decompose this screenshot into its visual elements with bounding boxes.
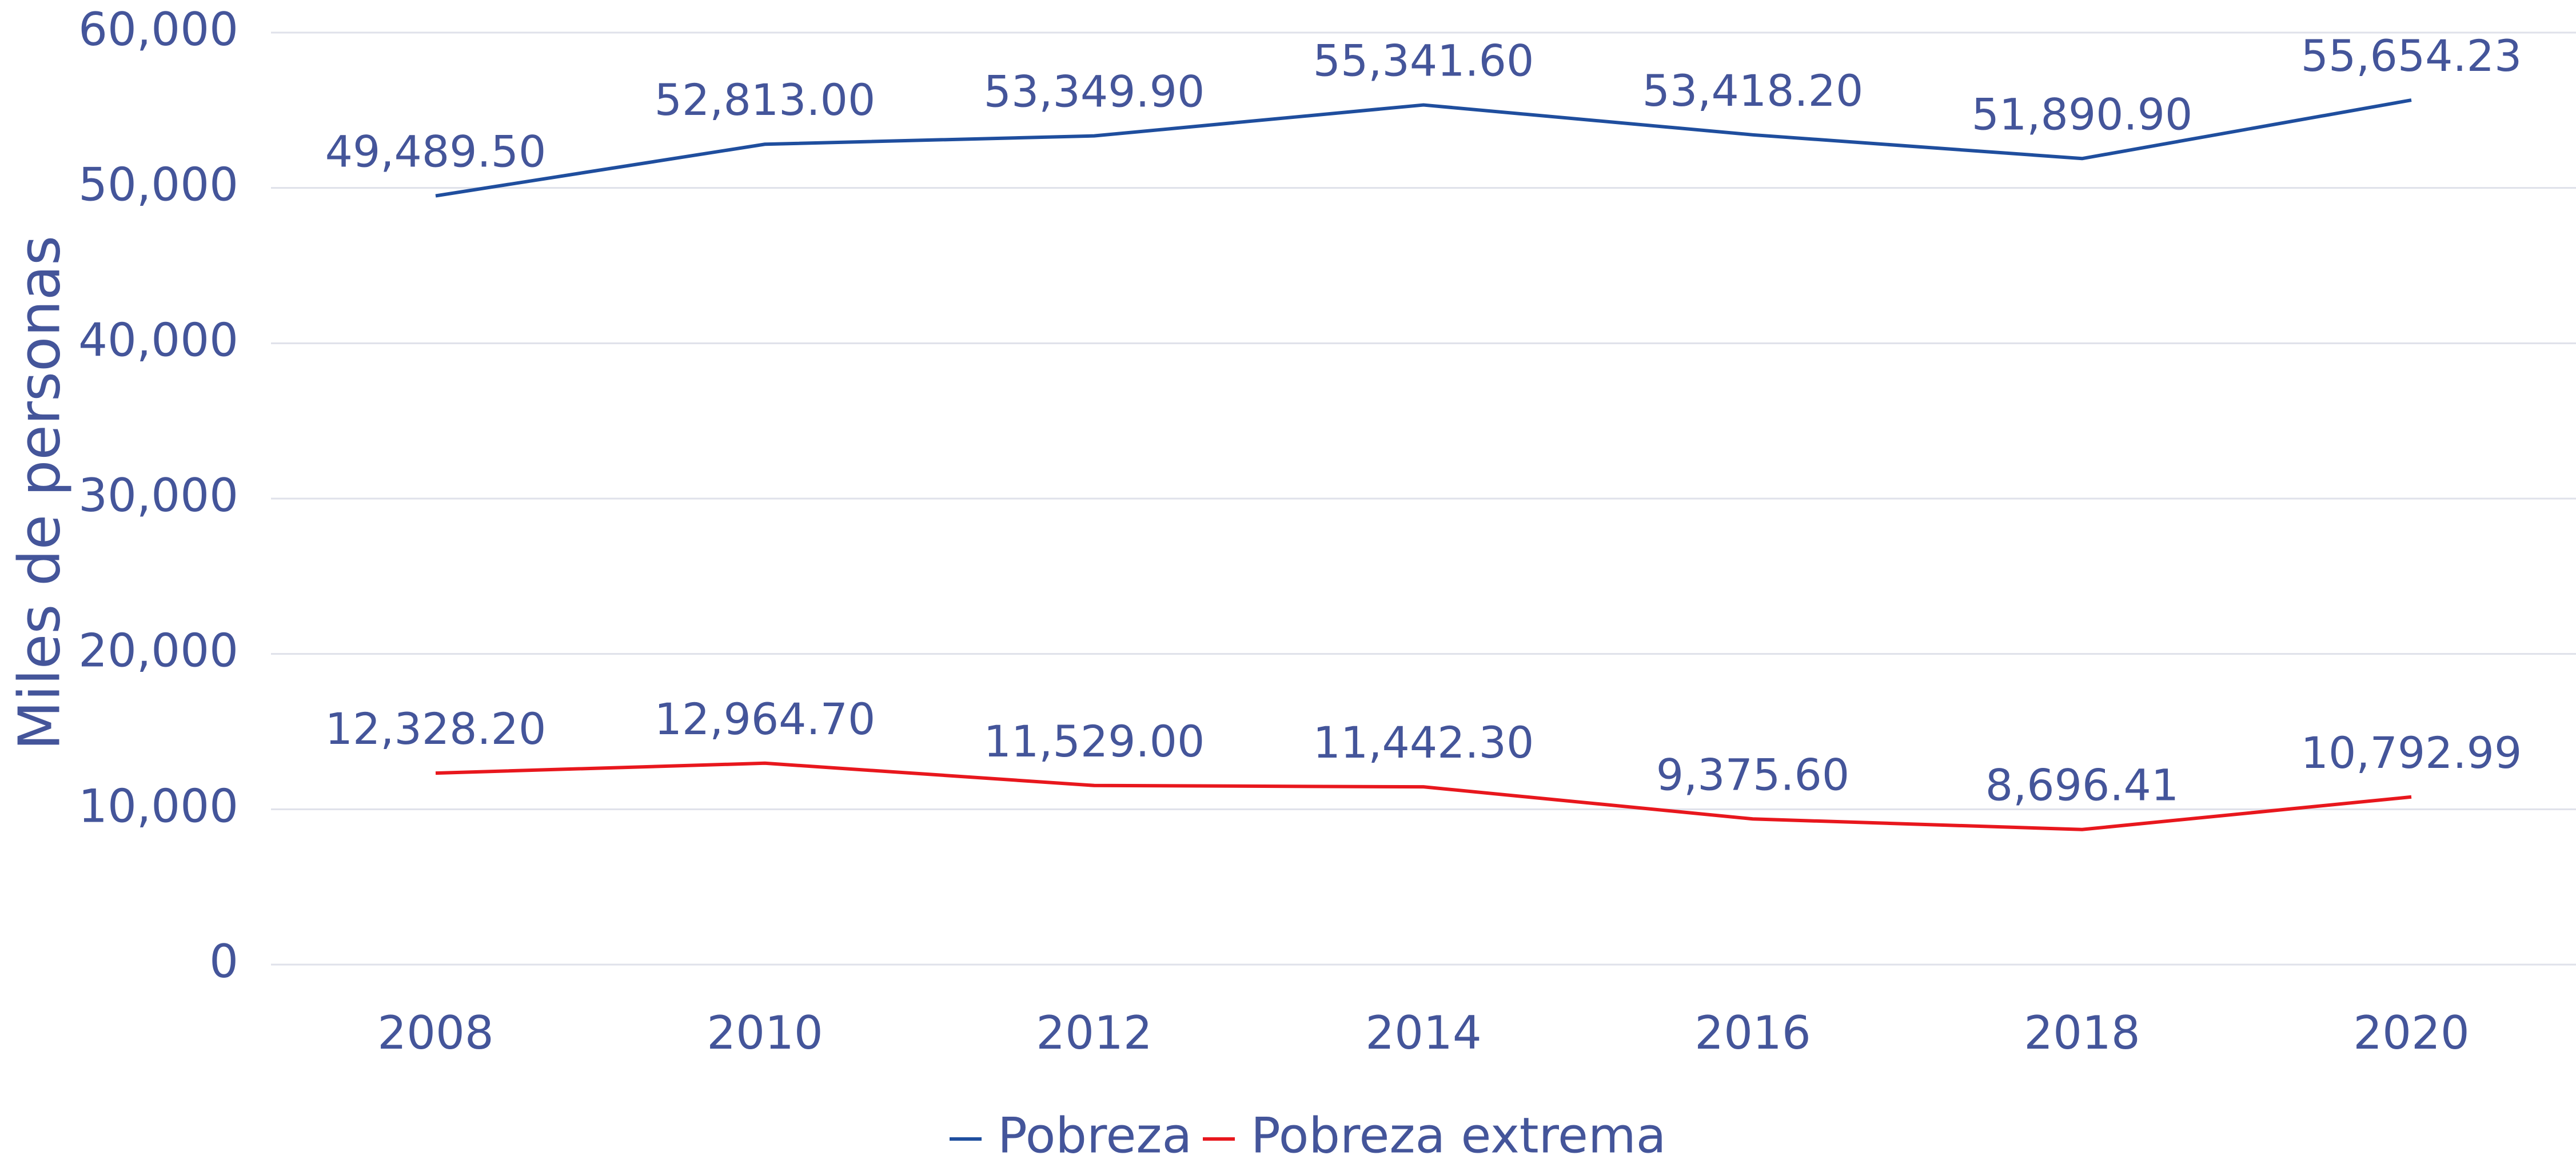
x-tick-label: 2016 [1694,1006,1811,1060]
data-label: 55,654.23 [2301,30,2522,81]
data-label: 52,813.00 [655,74,876,125]
y-axis-title: Miles de personas [6,236,73,750]
y-tick-label: 30,000 [78,469,238,522]
data-label: 49,489.50 [325,126,547,177]
y-tick-label: 10,000 [78,779,238,833]
data-label: 51,890.90 [1972,89,2193,140]
series-line [435,98,2412,198]
legend-label: Pobreza extrema [1251,1107,1666,1163]
y-tick-label: 40,000 [78,313,238,367]
y-tick-label: 0 [209,935,238,988]
x-tick-label: 2012 [1036,1006,1153,1060]
data-label: 11,442.30 [1313,717,1534,768]
x-tick-label: 2008 [377,1006,494,1060]
data-label: 12,328.20 [325,703,547,754]
data-label: 55,341.60 [1313,35,1534,86]
data-label: 9,375.60 [1656,749,1849,800]
data-label: 12,964.70 [655,694,876,744]
data-label: 8,696.41 [1985,760,2179,811]
data-label: 53,349.90 [984,66,1205,117]
legend-label: Pobreza [998,1107,1192,1163]
y-tick-label: 60,000 [78,3,238,56]
data-label: 10,792.99 [2301,727,2522,778]
data-label: 53,418.20 [1642,65,1864,116]
x-tick-label: 2018 [2024,1006,2140,1060]
x-tick-label: 2020 [2353,1006,2470,1060]
y-tick-label: 50,000 [78,158,238,212]
data-label: 11,529.00 [984,716,1205,767]
x-tick-label: 2014 [1365,1006,1482,1060]
y-tick-label: 20,000 [78,624,238,678]
series-line [435,761,2412,831]
x-tick-label: 2010 [707,1006,823,1060]
